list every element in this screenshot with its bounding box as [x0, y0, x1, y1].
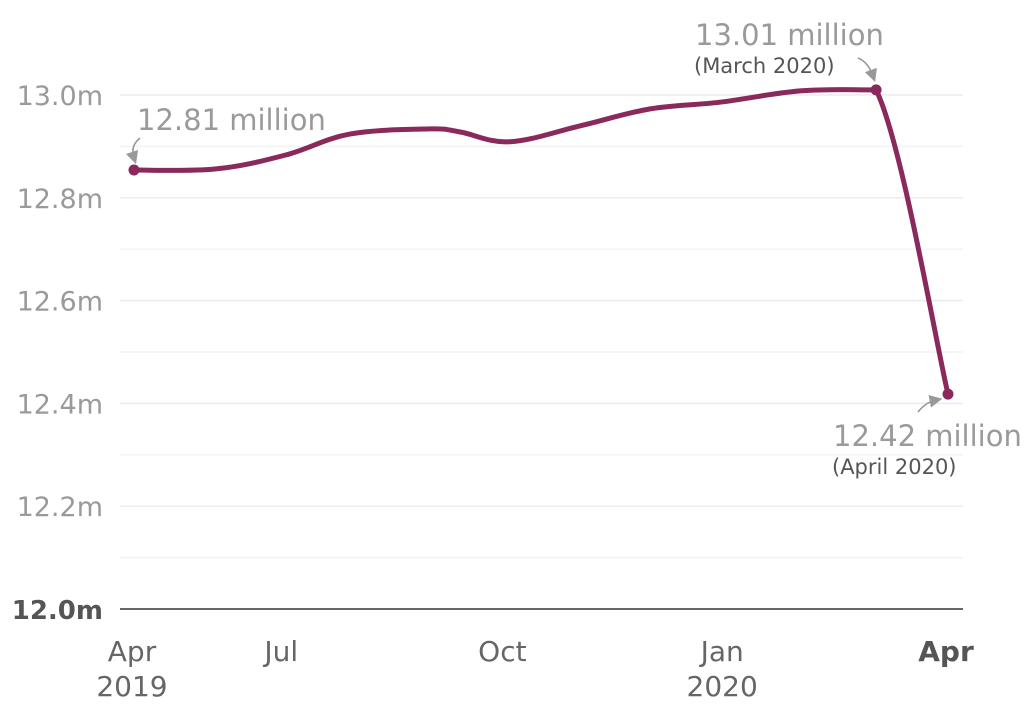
- data-point-marker: [942, 388, 954, 400]
- annotation-label: 12.42 million: [833, 419, 1022, 453]
- y-tick-label: 12.0m: [12, 596, 103, 626]
- annotation-arrow-icon: [917, 394, 943, 413]
- x-tick-year-label: 2019: [96, 670, 167, 703]
- annotation-end: 12.42 million (April 2020): [832, 394, 1022, 479]
- annotation-arrow-icon: [857, 57, 877, 83]
- y-axis: 12.0m 12.2m 12.4m 12.6m 12.8m 13.0m: [12, 81, 103, 626]
- x-tick-label: Apr: [918, 635, 974, 668]
- y-tick-label: 12.8m: [17, 184, 103, 215]
- x-tick-label: Jan: [699, 635, 744, 668]
- data-points: [128, 84, 954, 400]
- series-line: [131, 87, 951, 397]
- x-tick-label: Oct: [478, 635, 526, 668]
- data-point-marker: [870, 84, 882, 96]
- annotation-start: 12.81 million: [125, 103, 326, 165]
- data-point-marker: [128, 164, 140, 176]
- y-tick-label: 12.6m: [17, 287, 103, 318]
- annotation-sublabel: (March 2020): [694, 54, 835, 78]
- annotation-peak: 13.01 million (March 2020): [694, 18, 884, 83]
- annotation-arrow-icon: [125, 137, 141, 165]
- annotation-sublabel: (April 2020): [832, 455, 957, 479]
- annotation-label: 13.01 million: [695, 18, 884, 52]
- y-tick-label: 12.4m: [17, 389, 103, 420]
- gridlines: [120, 94, 963, 610]
- y-tick-label: 12.2m: [17, 492, 103, 523]
- x-tick-label: Jul: [262, 635, 298, 668]
- annotation-label: 12.81 million: [137, 103, 326, 137]
- x-tick-label: Apr: [108, 635, 157, 668]
- y-tick-label: 13.0m: [17, 81, 103, 112]
- x-tick-year-label: 2020: [687, 670, 758, 703]
